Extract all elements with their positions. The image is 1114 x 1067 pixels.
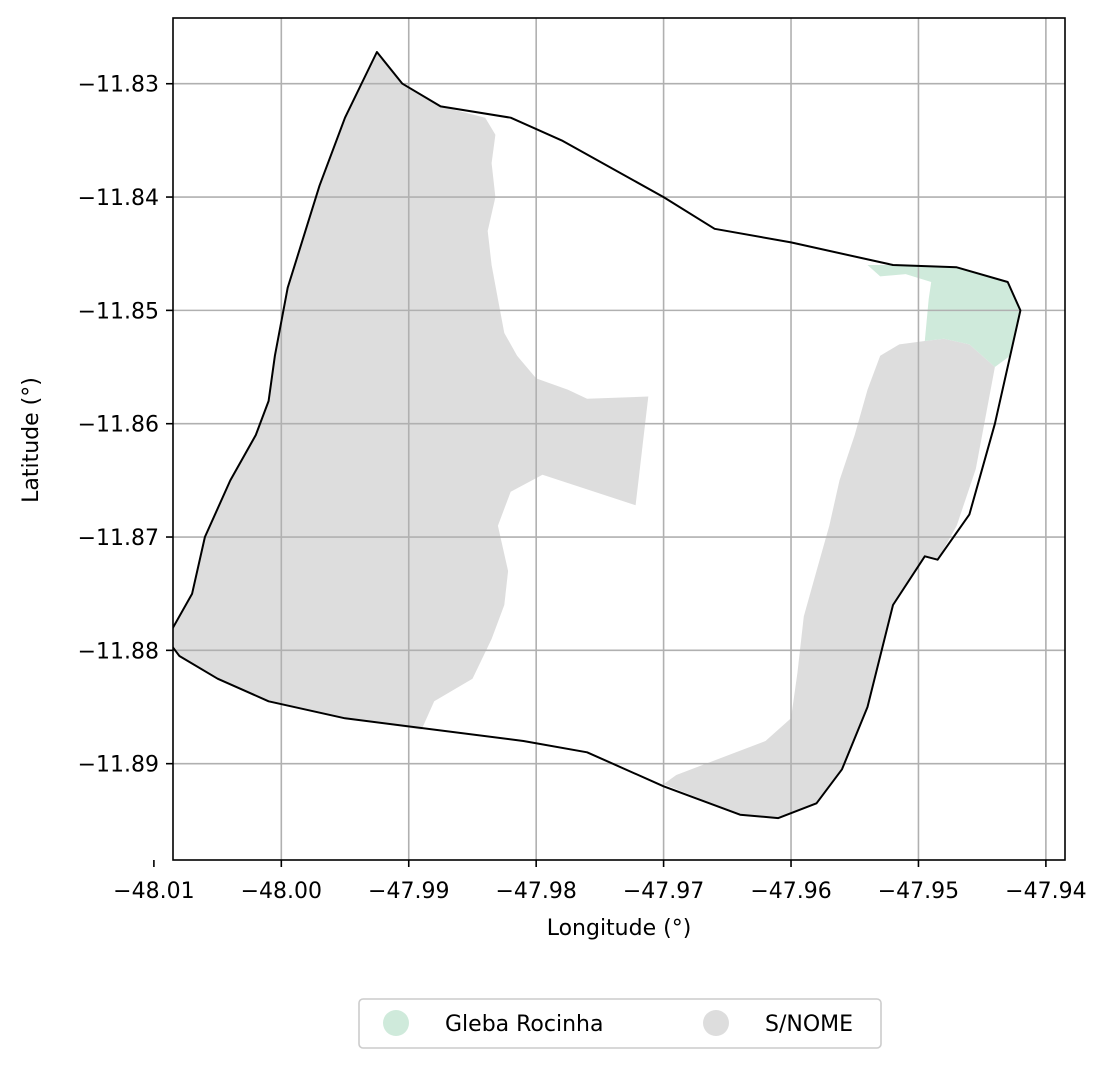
- district-boundary: [173, 51, 1022, 820]
- x-tick-label: −48.01: [113, 879, 194, 904]
- y-tick-label: −11.84: [78, 186, 159, 211]
- x-tick-label: −47.97: [623, 879, 704, 904]
- y-axis-label: Latitude (°): [19, 377, 44, 503]
- region-gleba-rocinha-0: [867, 265, 1021, 367]
- legend-frame: [358, 998, 882, 1049]
- boundary-layer: [173, 51, 1022, 820]
- region-s-nome-0: [173, 52, 649, 730]
- legend-entry-s-nome: S/NOME: [703, 1010, 853, 1037]
- legend-marker-s-nome: [703, 1010, 729, 1036]
- y-axis-ticks: −11.83 −11.84 −11.85 −11.86 −11.87 −11.88 −11.…: [78, 73, 173, 778]
- region-s-nome-1: [663, 338, 995, 819]
- x-tick-label: −47.95: [878, 879, 959, 904]
- y-tick-label: −11.83: [78, 73, 159, 98]
- x-tick-label: −47.98: [495, 879, 576, 904]
- legend-label-s-nome: S/NOME: [765, 1012, 853, 1037]
- x-tick-label: −48.00: [241, 879, 322, 904]
- plot-area: [172, 17, 1066, 861]
- legend-entry-gleba-rocinha: Gleba Rocinha: [383, 1010, 603, 1037]
- legend-marker-gleba-rocinha: [383, 1010, 409, 1036]
- y-tick-label: −11.89: [78, 753, 159, 778]
- grid-layer: [173, 18, 1065, 860]
- x-tick-label: −47.96: [750, 879, 831, 904]
- regions-layer: [173, 52, 1021, 819]
- y-tick-label: −11.88: [78, 639, 159, 664]
- y-tick-label: −11.87: [78, 526, 159, 551]
- x-tick-label: −47.94: [1005, 879, 1086, 904]
- y-tick-label: −11.85: [78, 299, 159, 324]
- legend: Gleba Rocinha S/NOME: [358, 998, 882, 1049]
- plot-frame: [172, 17, 1066, 861]
- legend-label-gleba-rocinha: Gleba Rocinha: [445, 1012, 603, 1037]
- x-tick-label: −47.99: [368, 879, 449, 904]
- x-axis-label: Longitude (°): [547, 916, 692, 941]
- x-axis-ticks: −48.01 −48.00 −47.99 −47.98 −47.97 −47.96 −47.…: [113, 860, 1087, 904]
- y-tick-label: −11.86: [78, 413, 159, 438]
